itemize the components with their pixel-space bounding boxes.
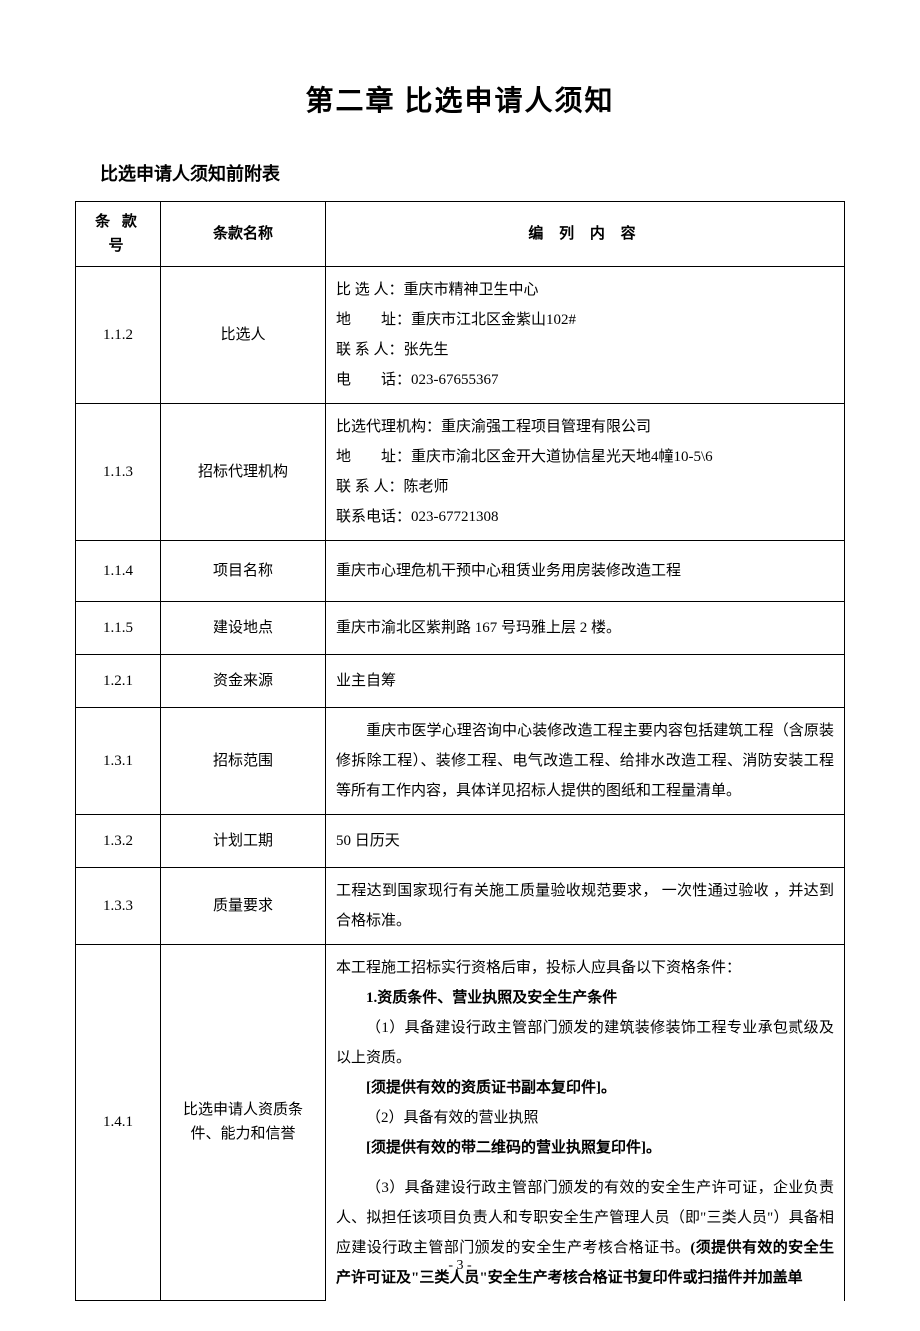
clause-content: 比 选 人：重庆市精神卫生中心 地 址：重庆市江北区金紫山102# 联 系 人：… [326, 266, 845, 403]
clause-num: 1.1.5 [76, 601, 161, 654]
value: 重庆市江北区金紫山102# [411, 312, 576, 328]
label: 联 系 人： [336, 335, 404, 365]
clause-content: 重庆市渝北区紫荆路 167 号玛雅上层 2 楼。 [326, 601, 845, 654]
clause-content: 比选代理机构：重庆渝强工程项目管理有限公司 地 址：重庆市渝北区金开大道协信星光… [326, 403, 845, 540]
label: 比选代理机构： [336, 412, 441, 442]
table-row: 1.4.1 比选申请人资质条件、能力和信誉 本工程施工招标实行资格后审，投标人应… [76, 944, 845, 1301]
heading: 1.资质条件、营业执照及安全生产条件 [336, 983, 834, 1013]
table-row: 1.1.4 项目名称 重庆市心理危机干预中心租赁业务用房装修改造工程 [76, 540, 845, 601]
label: 比 选 人： [336, 275, 404, 305]
text-bold: [须提供有效的资质证书副本复印件]。 [336, 1073, 834, 1103]
clause-num: 1.1.4 [76, 540, 161, 601]
text: （1）具备建设行政主管部门颁发的建筑装修装饰工程专业承包贰级及以上资质。 [336, 1013, 834, 1073]
subtitle: 比选申请人须知前附表 [100, 160, 845, 189]
table-row: 1.3.2 计划工期 50 日历天 [76, 814, 845, 867]
clause-content: 业主自筹 [326, 654, 845, 707]
label: 联 系 人： [336, 472, 404, 502]
value: 重庆渝强工程项目管理有限公司 [441, 419, 651, 435]
value: 张先生 [404, 342, 449, 358]
col-header-name: 条款名称 [161, 201, 326, 266]
label: 电 话： [336, 365, 411, 395]
clause-num: 1.2.1 [76, 654, 161, 707]
clause-name: 项目名称 [161, 540, 326, 601]
value: 023-67721308 [411, 509, 499, 525]
table-row: 1.1.5 建设地点 重庆市渝北区紫荆路 167 号玛雅上层 2 楼。 [76, 601, 845, 654]
table-row: 1.3.1 招标范围 重庆市医学心理咨询中心装修改造工程主要内容包括建筑工程（含… [76, 707, 845, 814]
label: 地 址： [336, 305, 411, 335]
clause-content: 50 日历天 [326, 814, 845, 867]
value: 重庆市渝北区金开大道协信星光天地4幢10-5\6 [411, 449, 713, 465]
table-row: 1.2.1 资金来源 业主自筹 [76, 654, 845, 707]
clause-name: 招标范围 [161, 707, 326, 814]
col-header-num: 条 款 号 [76, 201, 161, 266]
label: 地 址： [336, 442, 411, 472]
clause-name: 比选人 [161, 266, 326, 403]
value: 陈老师 [404, 479, 449, 495]
clause-name: 建设地点 [161, 601, 326, 654]
clause-name: 招标代理机构 [161, 403, 326, 540]
table-row: 1.1.2 比选人 比 选 人：重庆市精神卫生中心 地 址：重庆市江北区金紫山1… [76, 266, 845, 403]
clause-num: 1.3.1 [76, 707, 161, 814]
value: 重庆市精神卫生中心 [404, 282, 539, 298]
clause-num: 1.4.1 [76, 944, 161, 1301]
clause-name: 计划工期 [161, 814, 326, 867]
clause-name: 比选申请人资质条件、能力和信誉 [161, 944, 326, 1301]
text-bold: [须提供有效的带二维码的营业执照复印件]。 [336, 1133, 834, 1163]
clause-content: 工程达到国家现行有关施工质量验收规范要求， 一次性通过验收 ，并达到合格标准。 [326, 867, 845, 944]
table-row: 1.3.3 质量要求 工程达到国家现行有关施工质量验收规范要求， 一次性通过验收… [76, 867, 845, 944]
clause-num: 1.1.3 [76, 403, 161, 540]
label: 联系电话： [336, 502, 411, 532]
page-number: - 3 - [0, 1255, 920, 1277]
clauses-table: 条 款 号 条款名称 编 列 内 容 1.1.2 比选人 比 选 人：重庆市精神… [75, 201, 845, 1302]
text: （2）具备有效的营业执照 [336, 1103, 834, 1133]
col-header-content: 编 列 内 容 [326, 201, 845, 266]
clause-name: 资金来源 [161, 654, 326, 707]
value: 023-67655367 [411, 372, 499, 388]
page-title: 第二章 比选申请人须知 [75, 80, 845, 125]
clause-num: 1.1.2 [76, 266, 161, 403]
clause-num: 1.3.3 [76, 867, 161, 944]
table-row: 1.1.3 招标代理机构 比选代理机构：重庆渝强工程项目管理有限公司 地 址：重… [76, 403, 845, 540]
clause-name: 质量要求 [161, 867, 326, 944]
clause-content: 重庆市心理危机干预中心租赁业务用房装修改造工程 [326, 540, 845, 601]
text: 本工程施工招标实行资格后审，投标人应具备以下资格条件： [336, 953, 834, 983]
clause-content: 本工程施工招标实行资格后审，投标人应具备以下资格条件： 1.资质条件、营业执照及… [326, 944, 845, 1301]
clause-num: 1.3.2 [76, 814, 161, 867]
table-header-row: 条 款 号 条款名称 编 列 内 容 [76, 201, 845, 266]
clause-content: 重庆市医学心理咨询中心装修改造工程主要内容包括建筑工程（含原装修拆除工程）、装修… [326, 707, 845, 814]
